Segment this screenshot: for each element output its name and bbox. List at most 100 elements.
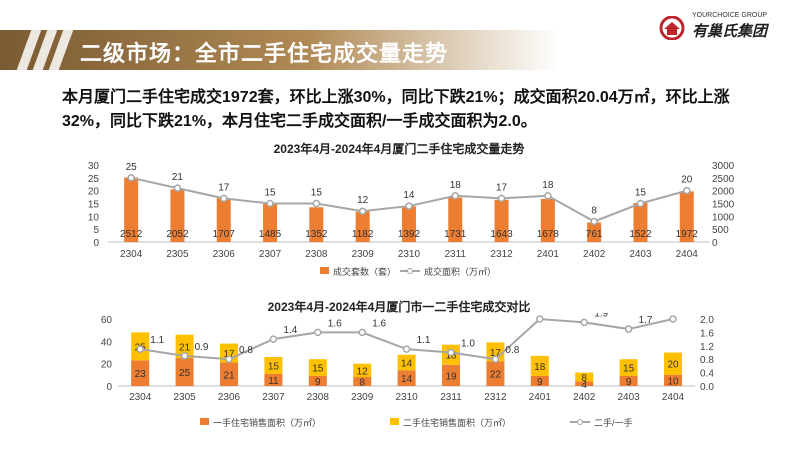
bar-units (633, 202, 648, 242)
bar-primary-label: 11 (268, 376, 279, 387)
chart2-primary-secondary-comparison: 02040600.00.40.81.21.62.0232525212117111… (101, 313, 714, 428)
line-area-label: 17 (496, 182, 508, 193)
bar-primary-label: 9 (315, 377, 321, 388)
line-area-label: 21 (172, 172, 184, 183)
line-ratio-label: 1.4 (283, 325, 297, 336)
bar-primary-label: 22 (490, 370, 502, 381)
bar-primary (175, 358, 194, 386)
left-axis-tick-label: 30 (88, 161, 100, 172)
line-area-point (405, 202, 413, 210)
left-axis-tick-label: 60 (101, 315, 113, 326)
bar-primary-label: 19 (445, 371, 457, 382)
bar-units-label: 1182 (352, 229, 374, 240)
x-tick-label: 2309 (352, 249, 375, 260)
line-area-point (590, 217, 598, 226)
left-axis-tick-label: 20 (88, 187, 100, 198)
chart1-volume-trend: 0510152025300500100015002000250030002512… (88, 161, 735, 277)
line-ratio-point (491, 355, 500, 363)
line-area-point (358, 207, 367, 215)
bar-secondary (308, 359, 327, 376)
bar-primary (575, 381, 594, 386)
legend-label-units: 成交套数（套） (333, 266, 396, 277)
x-tick-label: 2307 (262, 392, 285, 403)
bar-units-label: 1731 (444, 229, 467, 240)
logo-chinese: 有巢氏集团 (692, 23, 768, 40)
bar-units (540, 198, 555, 242)
bar-units (401, 206, 416, 242)
bar-units-label: 1643 (490, 229, 513, 240)
line-ratio-point (136, 345, 144, 353)
right-axis-tick-label: 1000 (712, 212, 735, 223)
x-tick-label: 2402 (573, 392, 596, 403)
line-ratio-point (225, 355, 233, 363)
left-axis-tick-label: 5 (93, 225, 99, 236)
right-axis-tick-label: 500 (712, 225, 729, 236)
bar-units (124, 177, 139, 242)
line-ratio-point (402, 345, 411, 353)
line-area-label: 8 (591, 205, 597, 216)
line-area-label: 15 (311, 188, 323, 199)
x-tick-label: 2308 (305, 249, 328, 260)
bar-units (263, 203, 278, 242)
bar-primary-label: 23 (135, 369, 147, 380)
bar-secondary (530, 355, 549, 376)
brand-logo: YOURCHOICE GROUP 有巢氏集团 (658, 8, 788, 48)
right-axis-tick-label: 1.6 (700, 328, 714, 339)
line-ratio-point (580, 318, 588, 327)
bar-units-label: 1352 (305, 229, 328, 240)
summary-text: 本月厦门二手住宅成交1972套，环比上涨30%，同比下跌21%；成交面积20.0… (62, 89, 730, 130)
bar-secondary-label: 15 (623, 364, 635, 375)
line-ratio-point (269, 335, 278, 343)
x-tick-label: 2404 (676, 249, 699, 260)
line-ratio-point (669, 315, 677, 323)
right-axis-tick-label: 0.0 (700, 382, 714, 393)
line-ratio-label: 1.1 (417, 335, 431, 346)
left-axis-tick-label: 15 (88, 200, 100, 211)
line-area-point (451, 192, 459, 200)
left-axis-tick-label: 0 (106, 382, 112, 393)
right-axis-tick-label: 0.4 (700, 369, 714, 380)
line-ratio-label: 1.6 (328, 318, 342, 329)
line-ratio-label: 1.6 (372, 318, 386, 329)
bar-secondary (575, 372, 594, 382)
bar-units (355, 211, 370, 242)
bar-primary-label: 21 (223, 370, 235, 381)
bar-primary-label: 9 (626, 377, 632, 388)
bar-primary (486, 361, 505, 386)
right-axis-tick-label: 0.8 (700, 355, 714, 366)
bar-units-label: 1972 (676, 229, 699, 240)
bar-units-label: 1485 (259, 229, 282, 240)
left-axis-tick-label: 20 (101, 360, 113, 371)
bar-units-label: 1392 (398, 229, 421, 240)
legend-label-primary: 一手住宅销售面积（万㎡） (213, 417, 321, 428)
line-ratio-label: 0.9 (195, 342, 209, 353)
bar-secondary (397, 354, 416, 371)
right-axis-tick-label: 2500 (712, 174, 735, 185)
bar-primary (619, 375, 638, 386)
x-tick-label: 2311 (440, 392, 462, 403)
x-tick-label: 2305 (166, 249, 189, 260)
x-tick-label: 2304 (120, 249, 143, 260)
line-area-label: 18 (450, 180, 462, 191)
bar-secondary (619, 359, 638, 376)
bar-units (679, 191, 694, 242)
bar-secondary (175, 334, 194, 359)
bar-primary (664, 374, 682, 386)
bar-primary-label: 4 (581, 380, 587, 391)
bar-secondary-label: 20 (667, 360, 679, 371)
bar-primary-label: 8 (359, 378, 365, 389)
line-area-label: 17 (218, 182, 230, 193)
x-tick-label: 2310 (398, 249, 421, 260)
bar-primary (442, 364, 460, 386)
left-axis-tick-label: 0 (93, 238, 99, 249)
page-title: 二级市场：全市二手住宅成交量走势 (80, 41, 449, 66)
bar-secondary-label: 15 (268, 361, 280, 372)
x-tick-label: 2401 (537, 249, 560, 260)
line-area-label: 18 (542, 180, 554, 191)
left-axis-tick-label: 40 (101, 337, 113, 348)
bar-units (216, 198, 231, 242)
legend-label-ratio: 二手/一手 (594, 417, 633, 428)
left-axis-tick-label: 10 (88, 212, 100, 223)
bar-primary-label: 25 (179, 368, 191, 379)
line-ratio-point (447, 348, 455, 357)
